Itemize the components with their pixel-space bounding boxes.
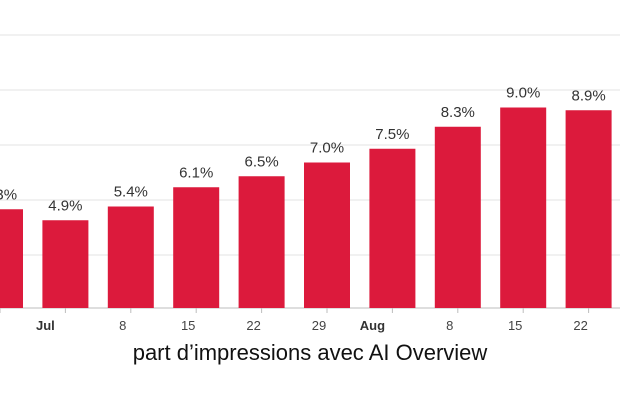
data-label: 7.0% (310, 140, 344, 157)
bar (238, 176, 285, 308)
x-tick-label: 15 (181, 318, 195, 333)
bar (565, 110, 612, 308)
bar (304, 162, 350, 308)
bar (173, 187, 220, 308)
bar (434, 126, 481, 308)
data-label: 8.9% (571, 87, 605, 104)
data-label: 4.9% (48, 197, 82, 214)
x-tick-label: 8 (446, 318, 453, 333)
data-label: 5.4% (114, 184, 148, 201)
data-label: 7.5% (375, 126, 409, 143)
data-label: 5.3% (0, 186, 17, 203)
x-tick-label: 29 (312, 318, 326, 333)
bar (500, 107, 547, 308)
bar (107, 206, 154, 308)
data-label: 6.1% (179, 164, 213, 181)
x-tick-label: 22 (246, 318, 260, 333)
data-label: 9.0% (506, 85, 540, 102)
x-tick-label: Jul (36, 318, 55, 333)
x-tick-label: Aug (360, 318, 385, 333)
x-tick-label: 22 (573, 318, 587, 333)
x-tick-label: 15 (508, 318, 522, 333)
chart-caption: part d’impressions avec AI Overview (132, 340, 488, 365)
data-label: 8.3% (441, 104, 475, 121)
bar (369, 148, 416, 308)
data-label: 6.5% (244, 153, 278, 170)
bar (42, 220, 89, 308)
bar (0, 209, 23, 308)
x-tick-label: 8 (119, 318, 126, 333)
